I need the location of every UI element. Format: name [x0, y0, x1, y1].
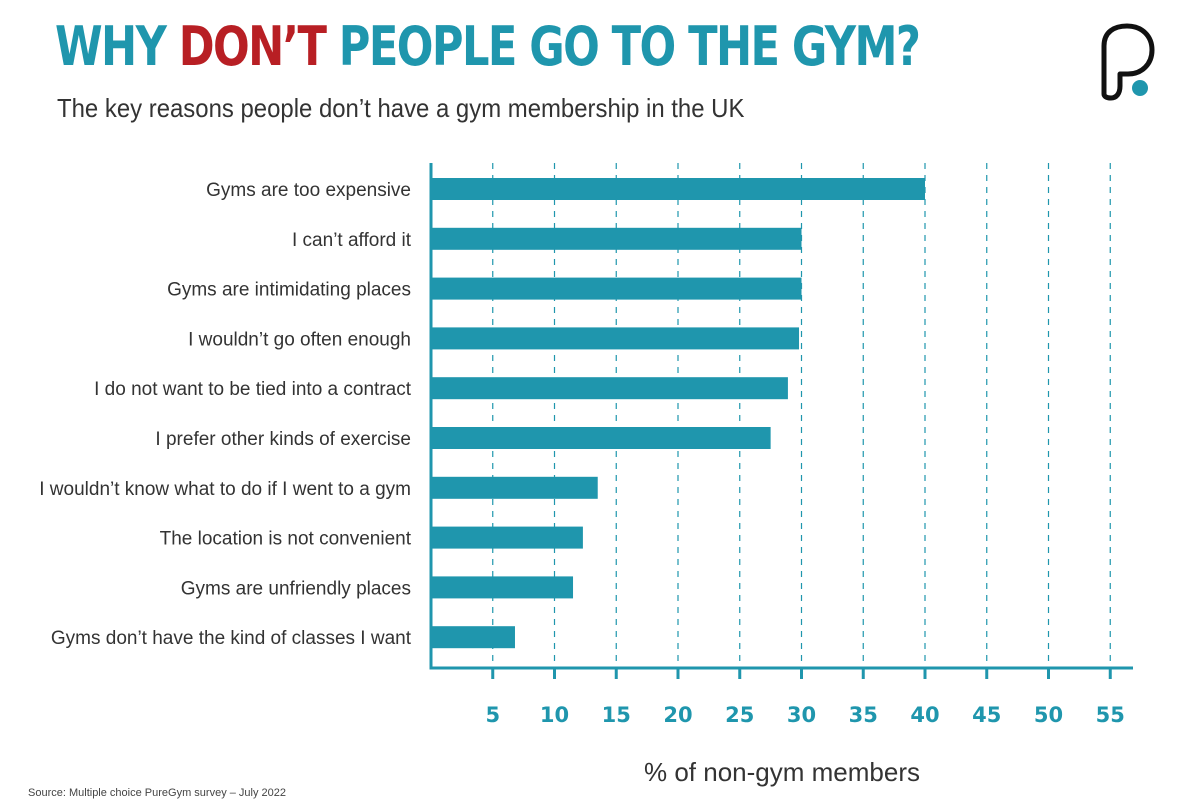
x-tick-label: 20: [663, 703, 692, 727]
category-label: I prefer other kinds of exercise: [155, 429, 411, 450]
x-tick-label: 15: [602, 703, 631, 727]
bar: [431, 178, 925, 200]
x-tick-label: 30: [787, 703, 816, 727]
category-label: Gyms are too expensive: [206, 180, 411, 201]
bar: [431, 526, 583, 549]
x-tick-label: 10: [540, 703, 569, 727]
bar: [431, 427, 771, 449]
x-tick-label: 5: [485, 703, 500, 727]
title-highlight: DON’T: [178, 15, 327, 78]
category-label: I do not want to be tied into a contract: [94, 379, 412, 400]
x-tick-label: 35: [849, 703, 878, 727]
x-tick-label: 25: [725, 703, 754, 727]
bar: [431, 227, 802, 250]
source-note: Source: Multiple choice PureGym survey –…: [28, 787, 287, 799]
category-label: Gyms don’t have the kind of classes I wa…: [51, 628, 412, 649]
chart-title: WHY DON’T PEOPLE GO TO THE GYM?: [55, 14, 921, 80]
logo-outline: [1101, 23, 1155, 101]
x-axis-title: % of non-gym members: [644, 757, 920, 787]
title-part-why: WHY: [55, 15, 179, 78]
category-label: Gyms are unfriendly places: [181, 578, 411, 599]
category-label: I wouldn’t go often enough: [188, 329, 411, 350]
bar: [431, 576, 574, 599]
puregym-logo-icon: [1101, 23, 1155, 101]
bar: [431, 626, 515, 649]
bar: [431, 476, 598, 499]
bar: [431, 277, 802, 300]
x-tick-label: 45: [972, 703, 1001, 727]
chart-subtitle: The key reasons people don’t have a gym …: [57, 93, 745, 123]
category-label: The location is not convenient: [160, 529, 412, 550]
logo-dot: [1132, 80, 1148, 96]
category-label: I wouldn’t know what to do if I went to …: [39, 479, 411, 500]
bar: [431, 327, 800, 350]
bar: [431, 377, 788, 400]
x-tick-label: 55: [1096, 703, 1125, 727]
category-label: Gyms are intimidating places: [167, 280, 411, 301]
x-tick-label: 50: [1034, 703, 1063, 727]
x-tick-label: 40: [910, 703, 939, 727]
category-label: I can’t afford it: [292, 230, 412, 251]
title-part-rest: PEOPLE GO TO THE GYM?: [325, 15, 921, 78]
